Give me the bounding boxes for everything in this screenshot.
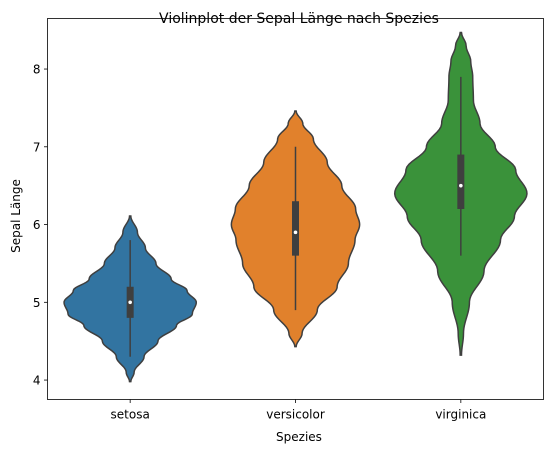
median-dot-versicolor: [293, 230, 298, 235]
x-tick-label-versicolor: versicolor: [266, 408, 325, 422]
y-tick-label: 6: [33, 218, 41, 232]
x-tick-label-setosa: setosa: [111, 408, 150, 422]
y-axis: 4 5 6 7 8: [33, 63, 48, 388]
iqr-box-virginica: [457, 154, 465, 209]
y-axis-label: Sepal Länge: [9, 179, 23, 253]
y-tick-label: 4: [33, 374, 41, 388]
plot-area: [63, 31, 528, 383]
x-axis-label: Spezies: [276, 430, 322, 444]
x-tick-label-virginica: virginica: [435, 408, 486, 422]
y-tick-label: 7: [33, 140, 41, 154]
chart-title: Violinplot der Sepal Länge nach Spezies: [159, 11, 439, 27]
median-dot-virginica: [459, 183, 463, 188]
iqr-box-versicolor: [292, 201, 299, 256]
median-dot-setosa: [128, 300, 132, 305]
y-tick-label: 5: [33, 296, 41, 310]
x-axis: setosa versicolor virginica: [111, 399, 486, 422]
y-tick-label: 8: [33, 63, 41, 77]
